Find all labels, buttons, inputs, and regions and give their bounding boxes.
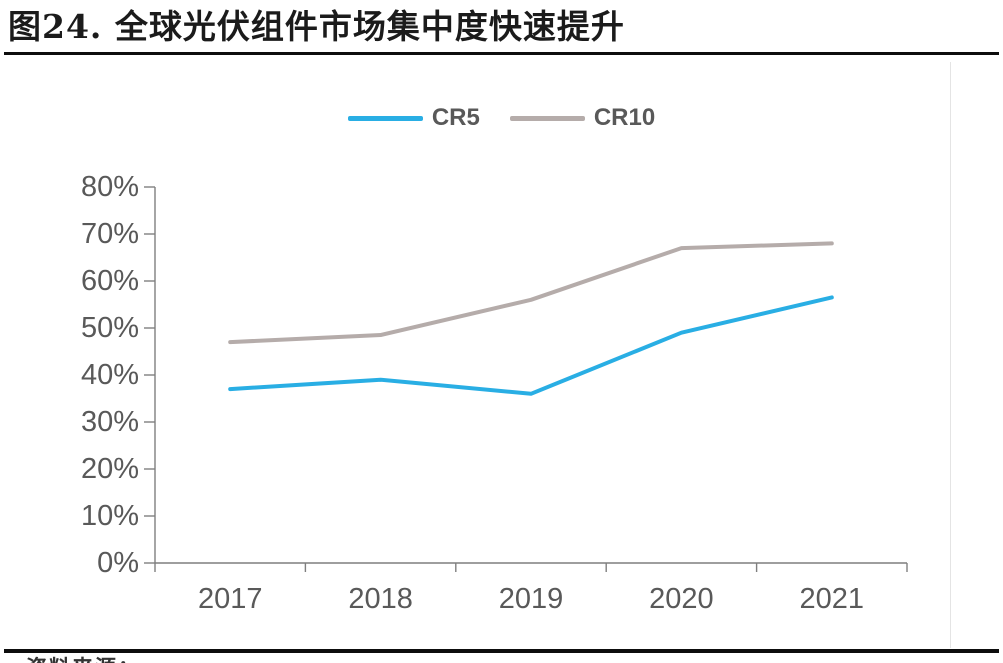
legend-item-cr5: CR5 bbox=[347, 104, 480, 132]
x-tick-label: 2021 bbox=[800, 583, 865, 615]
y-tick-label: 20% bbox=[81, 453, 139, 485]
legend-line-swatch-cr10 bbox=[509, 115, 585, 121]
chart-right-border bbox=[950, 62, 951, 648]
chart-legend: CR5 CR10 bbox=[0, 103, 1003, 133]
y-tick-label: 50% bbox=[81, 312, 139, 344]
y-tick-label: 30% bbox=[81, 406, 139, 438]
y-tick-label: 40% bbox=[81, 359, 139, 391]
x-tick-label: 2019 bbox=[499, 583, 564, 615]
legend-label-cr10: CR10 bbox=[593, 104, 656, 131]
x-tick-label: 2018 bbox=[348, 583, 413, 615]
y-tick-label: 60% bbox=[81, 265, 139, 297]
x-tick-label: 2020 bbox=[649, 583, 714, 615]
source-note-partial: 资料来源： bbox=[26, 656, 726, 663]
bottom-rule bbox=[4, 649, 999, 653]
y-tick-label: 70% bbox=[81, 218, 139, 250]
y-tick-label: 10% bbox=[81, 500, 139, 532]
title-underline-rule bbox=[4, 52, 999, 55]
y-tick-label: 0% bbox=[97, 547, 139, 579]
series-line-cr10 bbox=[228, 241, 834, 345]
legend-label-cr5: CR5 bbox=[431, 104, 480, 131]
figure-title: 图24. 全球光伏组件市场集中度快速提升 bbox=[8, 7, 625, 46]
y-tick-label: 80% bbox=[81, 171, 139, 203]
x-tick-label: 2017 bbox=[198, 583, 263, 615]
legend-item-cr10: CR10 bbox=[509, 104, 656, 132]
legend-line-swatch-cr5 bbox=[347, 115, 423, 121]
series-line-cr5 bbox=[228, 295, 834, 396]
